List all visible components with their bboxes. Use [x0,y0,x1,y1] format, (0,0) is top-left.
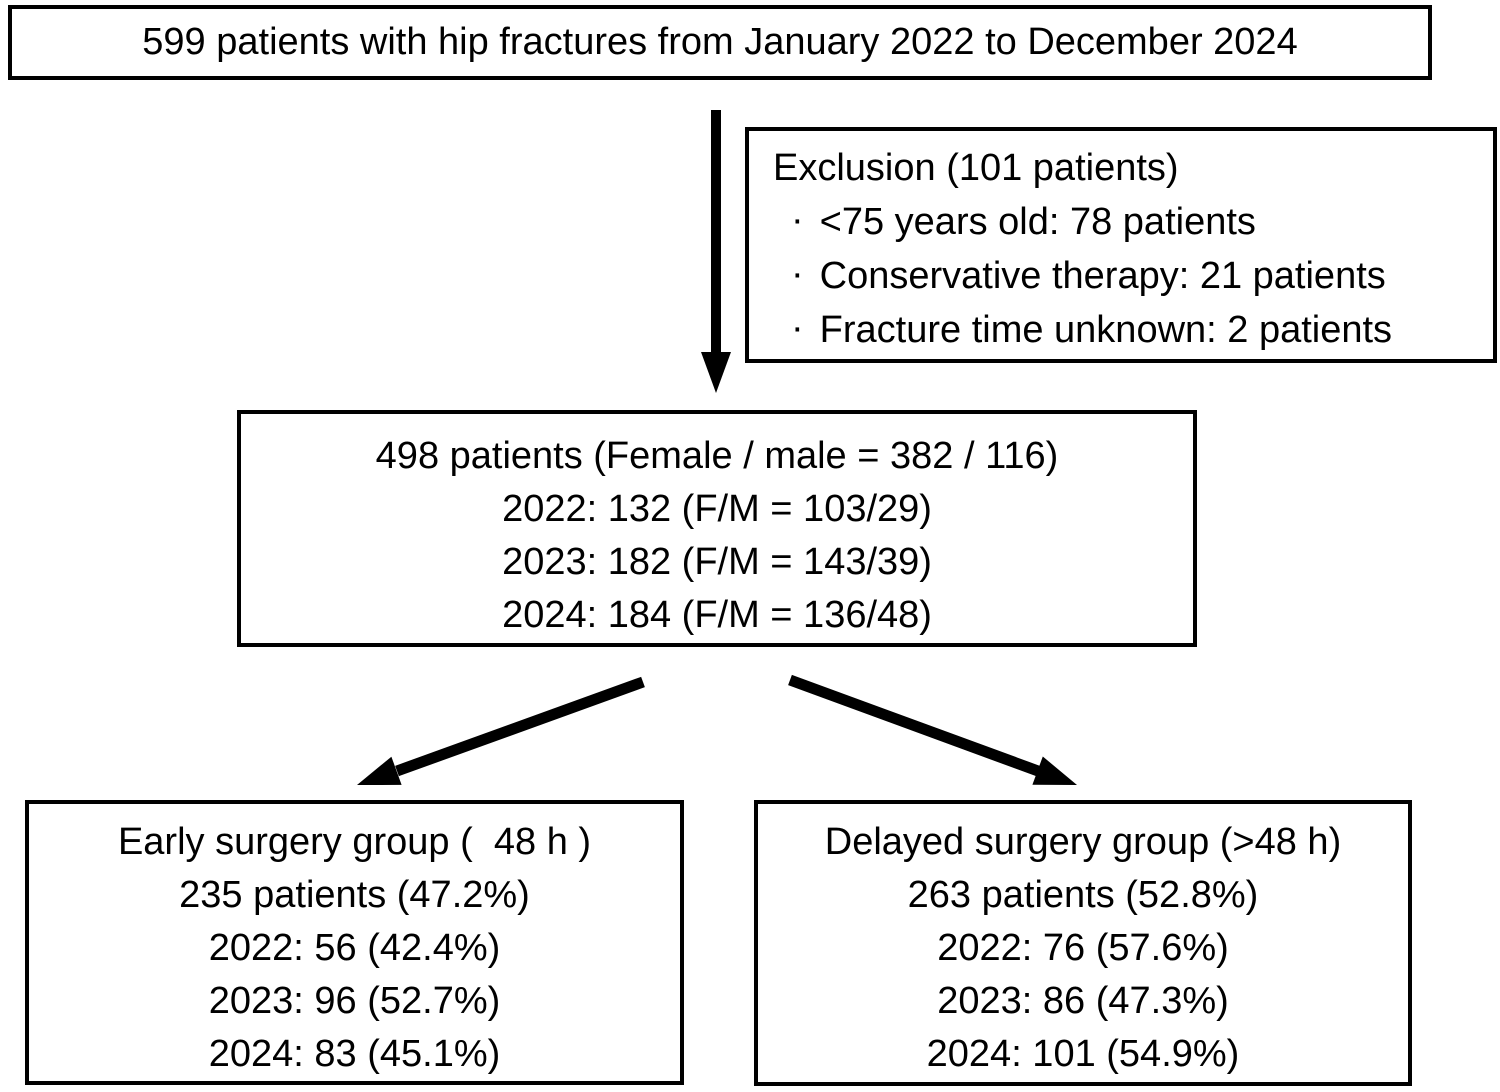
exclusion-item: · Conservative therapy: 21 patients [773,249,1485,303]
exclusion-title: Exclusion (101 patients) [773,147,1179,189]
bullet-icon: · [791,253,804,295]
early-year-2023: 2023: 96 (52.7%) [208,980,501,1022]
bullet-icon: · [791,199,804,241]
included-cohort-box: 498 patients (Female / male = 382 / 116)… [237,410,1197,647]
cohort-year-2022: 2022: 132 (F/M = 103/29) [502,488,932,530]
exclusion-item: · Fracture time unknown: 2 patients [773,303,1485,357]
cohort-year-2024: 2024: 184 (F/M = 136/48) [502,594,932,636]
delayed-group-title: Delayed surgery group (>48 h) [824,821,1342,863]
bullet-icon: · [791,307,804,349]
cohort-total: 498 patients (Female / male = 382 / 116) [375,435,1059,477]
exclusion-box: Exclusion (101 patients) · <75 years old:… [745,127,1497,363]
early-year-2024: 2024: 83 (45.1%) [208,1033,501,1075]
arrow-to-delayed-group-icon [788,674,1077,785]
delayed-year-2023: 2023: 86 (47.3%) [937,980,1229,1022]
early-group-title: Early surgery group ( 48 h ) [117,821,592,863]
exclusion-item-text: <75 years old: 78 patients [819,201,1256,243]
early-group-total: 235 patients (47.2%) [179,874,530,916]
early-surgery-group-box: Early surgery group ( 48 h ) 235 patient… [25,800,684,1085]
delayed-surgery-group-box: Delayed surgery group (>48 h) 263 patien… [754,800,1412,1086]
delayed-group-total: 263 patients (52.8%) [907,874,1259,916]
exclusion-item-text: Conservative therapy: 21 patients [819,255,1386,297]
exclusion-item-text: Fracture time unknown: 2 patients [819,309,1393,351]
early-year-2022: 2022: 56 (42.4%) [208,927,501,969]
cohort-year-2023: 2023: 182 (F/M = 143/39) [502,541,932,583]
enrollment-box: 599 patients with hip fractures from Jan… [8,5,1432,80]
exclusion-item: · <75 years old: 78 patients [773,195,1485,249]
delayed-year-2022: 2022: 76 (57.6%) [937,927,1229,969]
arrow-down-icon [701,110,731,393]
enrollment-text: 599 patients with hip fractures from Jan… [142,21,1298,63]
delayed-year-2024: 2024: 101 (54.9%) [926,1033,1240,1075]
arrow-to-early-group-icon [357,676,645,785]
